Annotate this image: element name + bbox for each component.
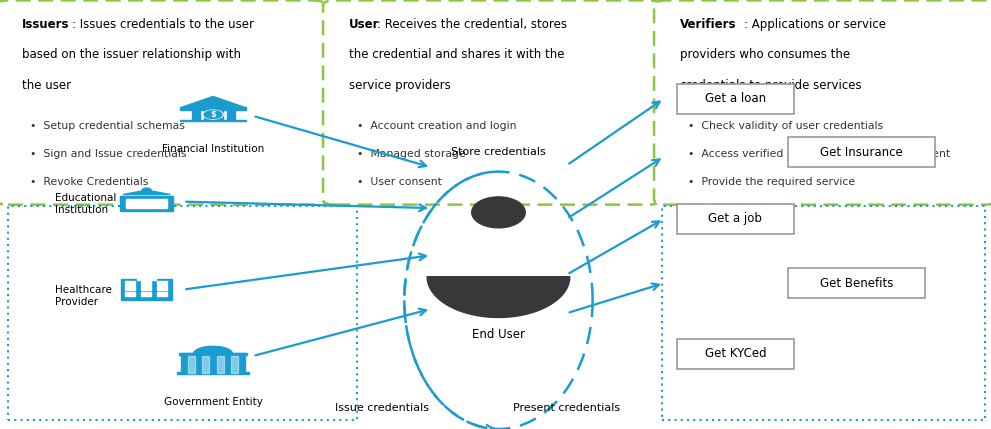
Circle shape — [204, 111, 222, 118]
Bar — [231, 356, 238, 372]
Circle shape — [143, 188, 151, 192]
Text: •  Access verified information with user consent: • Access verified information with user … — [688, 149, 950, 159]
Text: the user: the user — [22, 79, 71, 92]
Bar — [202, 356, 209, 372]
Text: Get a loan: Get a loan — [705, 92, 766, 105]
Bar — [121, 279, 172, 300]
FancyBboxPatch shape — [788, 137, 935, 167]
Polygon shape — [427, 277, 570, 317]
Text: •  Managed storage: • Managed storage — [357, 149, 466, 159]
Text: •  Sign and Issue credentials: • Sign and Issue credentials — [30, 149, 186, 159]
Text: credentials to provide services: credentials to provide services — [680, 79, 861, 92]
Bar — [210, 349, 216, 354]
Bar — [192, 109, 200, 121]
Text: Healthcare
Provider: Healthcare Provider — [55, 285, 111, 307]
Bar — [177, 372, 249, 374]
FancyBboxPatch shape — [677, 204, 794, 234]
Text: End User: End User — [472, 328, 525, 341]
FancyBboxPatch shape — [654, 0, 991, 205]
Text: Educational
Institution: Educational Institution — [55, 193, 116, 214]
Text: •  Provide the required service: • Provide the required service — [688, 177, 855, 187]
Text: : Receives the credential, stores: : Receives the credential, stores — [378, 18, 568, 30]
Text: Government Entity: Government Entity — [164, 397, 263, 407]
Bar — [188, 356, 195, 372]
Polygon shape — [181, 97, 245, 107]
Bar — [143, 275, 151, 281]
Bar — [120, 196, 173, 211]
FancyBboxPatch shape — [677, 339, 794, 369]
Bar — [179, 107, 247, 110]
Bar — [215, 109, 223, 121]
Text: Present credentials: Present credentials — [513, 403, 620, 413]
Text: •  Account creation and login: • Account creation and login — [357, 121, 516, 131]
Text: Get a job: Get a job — [709, 212, 762, 225]
FancyBboxPatch shape — [323, 0, 660, 205]
Bar — [137, 278, 157, 280]
Bar — [125, 287, 135, 290]
FancyBboxPatch shape — [8, 206, 357, 420]
FancyBboxPatch shape — [0, 0, 325, 205]
Text: Store credentials: Store credentials — [451, 147, 546, 157]
Text: based on the issuer relationship with: based on the issuer relationship with — [22, 48, 241, 61]
Bar — [179, 353, 247, 355]
Bar — [141, 281, 151, 285]
Bar — [157, 287, 166, 290]
Text: •  User consent: • User consent — [357, 177, 442, 187]
Bar — [217, 356, 224, 372]
Text: •  Setup credential schemas: • Setup credential schemas — [30, 121, 184, 131]
Bar — [227, 109, 235, 121]
Polygon shape — [193, 346, 233, 354]
Text: : Applications or service: : Applications or service — [744, 18, 886, 30]
Text: •  Revoke Credentials: • Revoke Credentials — [30, 177, 148, 187]
Text: Get KYCed: Get KYCed — [705, 347, 766, 360]
Text: User: User — [349, 18, 380, 30]
Polygon shape — [123, 190, 170, 195]
Bar — [125, 281, 135, 285]
Text: the credential and shares it with the: the credential and shares it with the — [349, 48, 564, 61]
Circle shape — [203, 110, 223, 119]
FancyBboxPatch shape — [662, 206, 985, 420]
Bar — [126, 199, 167, 208]
Text: $: $ — [210, 110, 216, 119]
Text: Verifiers: Verifiers — [680, 18, 736, 30]
Text: •  Check validity of user credentials: • Check validity of user credentials — [688, 121, 883, 131]
Text: : Issues credentials to the user: : Issues credentials to the user — [71, 18, 254, 30]
Bar — [157, 292, 166, 296]
Text: Issuers: Issuers — [22, 18, 69, 30]
Bar — [141, 292, 151, 296]
Text: service providers: service providers — [349, 79, 451, 92]
Bar — [125, 292, 135, 296]
Bar — [179, 120, 247, 121]
Bar — [181, 353, 245, 373]
Bar — [157, 281, 166, 285]
Bar — [203, 109, 211, 121]
FancyBboxPatch shape — [677, 84, 794, 114]
Text: Get Insurance: Get Insurance — [820, 146, 903, 159]
Text: Issue credentials: Issue credentials — [335, 403, 428, 413]
Text: providers who consumes the: providers who consumes the — [680, 48, 850, 61]
Bar — [141, 287, 151, 290]
FancyBboxPatch shape — [788, 268, 925, 298]
Text: Get Benefits: Get Benefits — [820, 277, 893, 290]
Text: Financial Institution: Financial Institution — [162, 144, 265, 154]
Polygon shape — [472, 197, 525, 228]
